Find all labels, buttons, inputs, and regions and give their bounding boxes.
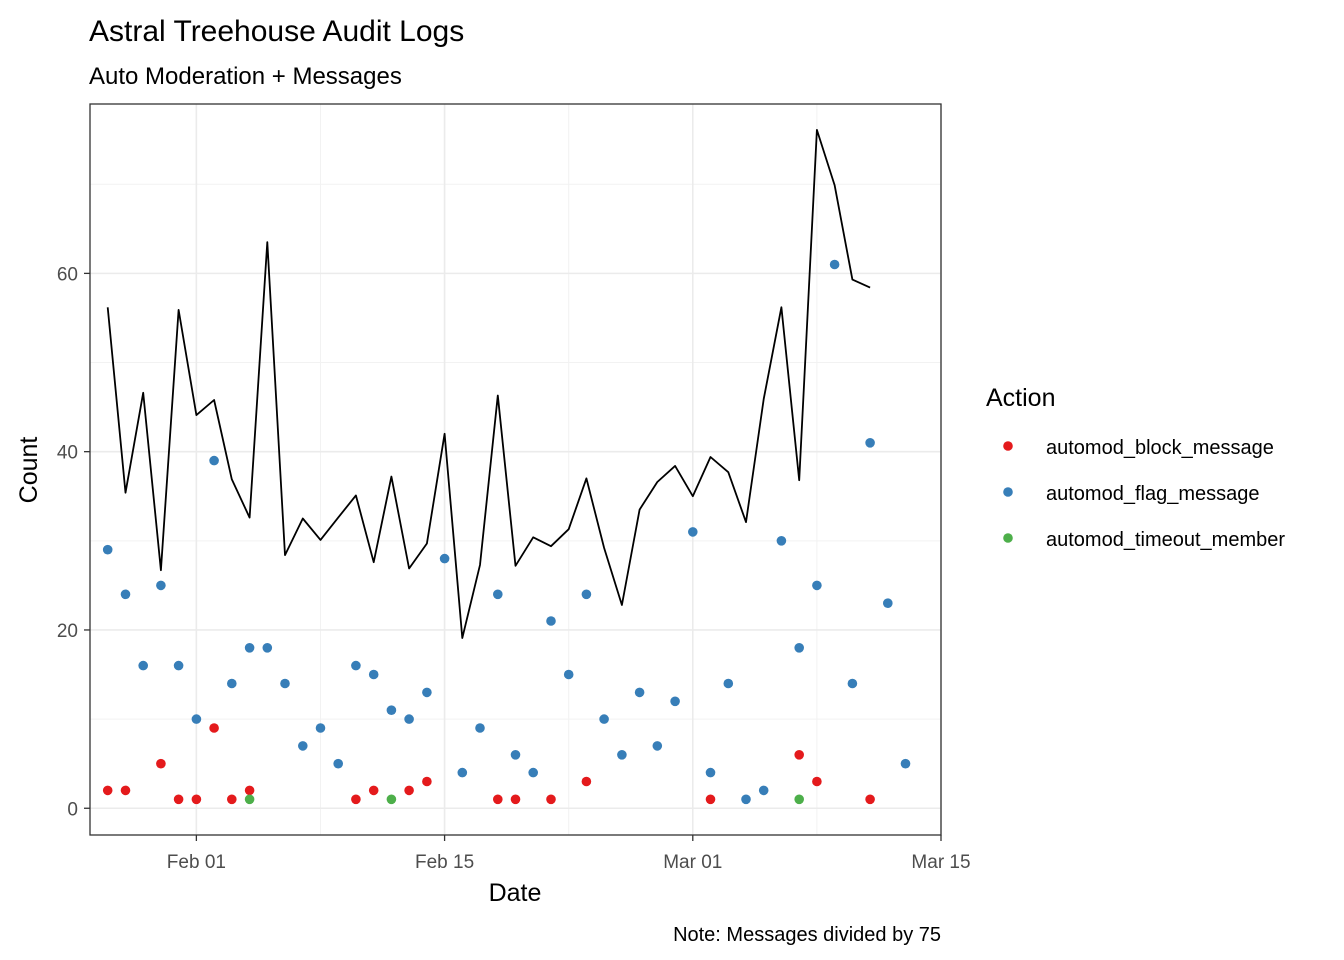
legend-title: Action bbox=[986, 384, 1055, 412]
y-tick-label: 40 bbox=[57, 443, 78, 464]
data-point-automod_flag_message bbox=[120, 589, 131, 600]
data-point-automod_flag_message bbox=[599, 714, 609, 724]
data-point-automod_timeout_member bbox=[794, 794, 804, 805]
data-point-automod_flag_message bbox=[368, 669, 379, 680]
legend-label-automod_block_message: automod_block_message bbox=[1046, 437, 1274, 459]
data-point-automod_flag_message bbox=[102, 544, 113, 555]
data-point-automod_flag_message bbox=[386, 705, 397, 715]
y-tick-label: 20 bbox=[57, 621, 78, 642]
data-point-automod_flag_message bbox=[705, 767, 716, 778]
data-point-automod_flag_message bbox=[563, 669, 574, 680]
x-tick-label: Feb 01 bbox=[167, 852, 226, 873]
data-point-automod_flag_message bbox=[209, 455, 219, 466]
x-axis: Feb 01 Feb 15 Mar 01 Mar 15 bbox=[167, 835, 971, 873]
data-point-automod_flag_message bbox=[829, 259, 840, 270]
data-point-automod_flag_message bbox=[439, 553, 450, 564]
data-point-automod_block_message bbox=[351, 794, 361, 805]
data-point-automod_flag_message bbox=[741, 794, 751, 805]
data-point-automod_block_message bbox=[404, 785, 414, 796]
data-point-automod_flag_message bbox=[546, 616, 556, 626]
data-point-automod_flag_message bbox=[776, 536, 787, 546]
data-point-automod_flag_message bbox=[422, 687, 432, 698]
data-point-automod_block_message bbox=[510, 794, 521, 805]
messages-line-layer bbox=[106, 129, 871, 639]
data-point-automod_flag_message bbox=[883, 598, 893, 608]
data-point-automod_block_message bbox=[865, 794, 875, 805]
data-point-automod_flag_message bbox=[493, 589, 503, 600]
data-point-automod_block_message bbox=[493, 794, 503, 805]
data-point-automod_block_message bbox=[422, 776, 432, 787]
data-point-automod_flag_message bbox=[794, 643, 804, 653]
data-point-automod_block_message bbox=[227, 794, 237, 805]
data-point-automod_flag_message bbox=[315, 723, 326, 733]
data-point-automod_block_message bbox=[705, 794, 716, 805]
data-point-automod_flag_message bbox=[280, 678, 290, 689]
data-point-automod_block_message bbox=[581, 776, 592, 787]
data-point-automod_flag_message bbox=[191, 714, 202, 724]
data-point-automod_flag_message bbox=[670, 696, 680, 707]
legend-label-automod_flag_message: automod_flag_message bbox=[1046, 483, 1259, 505]
data-point-automod_flag_message bbox=[652, 741, 663, 751]
data-point-automod_block_message bbox=[156, 758, 166, 769]
legend: Action automod_block_message automod_flag… bbox=[986, 384, 1285, 551]
data-point-automod_flag_message bbox=[865, 438, 875, 448]
data-point-automod_flag_message bbox=[510, 750, 521, 760]
messages-line bbox=[106, 129, 871, 639]
data-point-automod_block_message bbox=[794, 750, 804, 760]
data-point-automod_block_message bbox=[102, 785, 113, 796]
data-point-automod_flag_message bbox=[634, 687, 645, 698]
data-point-automod_flag_message bbox=[847, 678, 858, 689]
data-point-automod_flag_message bbox=[138, 660, 148, 671]
data-point-automod_flag_message bbox=[351, 660, 361, 671]
plot-panel-border bbox=[89, 103, 942, 836]
data-point-automod_flag_message bbox=[812, 580, 822, 591]
data-point-automod_flag_message bbox=[173, 660, 184, 671]
data-point-automod_block_message bbox=[173, 794, 184, 805]
data-point-automod_flag_message bbox=[156, 580, 166, 591]
points-layer bbox=[102, 259, 911, 805]
data-point-automod_flag_message bbox=[581, 589, 592, 600]
data-point-automod_block_message bbox=[812, 776, 822, 787]
data-point-automod_flag_message bbox=[333, 758, 344, 769]
chart-subtitle: Auto Moderation + Messages bbox=[89, 63, 402, 90]
data-point-automod_block_message bbox=[209, 723, 219, 733]
x-tick-label: Mar 15 bbox=[911, 852, 970, 873]
data-point-automod_flag_message bbox=[723, 678, 734, 689]
data-point-automod_flag_message bbox=[688, 527, 698, 537]
chart-caption: Note: Messages divided by 75 bbox=[673, 924, 941, 946]
data-point-automod_flag_message bbox=[262, 643, 273, 653]
data-point-automod_block_message bbox=[368, 785, 379, 796]
data-point-automod_flag_message bbox=[528, 767, 538, 778]
y-tick-label: 0 bbox=[67, 799, 78, 820]
data-point-automod_flag_message bbox=[457, 767, 468, 778]
y-axis: 0 20 40 60 bbox=[57, 264, 90, 820]
minor-gridlines bbox=[90, 104, 941, 835]
data-point-automod_flag_message bbox=[298, 741, 308, 751]
data-point-automod_block_message bbox=[244, 785, 255, 796]
data-point-automod_block_message bbox=[191, 794, 202, 805]
legend-label-automod_timeout_member: automod_timeout_member bbox=[1046, 529, 1285, 551]
legend-key-automod_timeout_member bbox=[1003, 533, 1013, 543]
data-point-automod_block_message bbox=[120, 785, 131, 796]
legend-key-automod_block_message bbox=[1003, 441, 1013, 451]
data-point-automod_flag_message bbox=[475, 723, 485, 733]
data-point-automod_flag_message bbox=[244, 643, 255, 653]
x-axis-title: Date bbox=[489, 879, 542, 907]
data-point-automod_timeout_member bbox=[386, 794, 397, 805]
data-point-automod_flag_message bbox=[404, 714, 414, 724]
data-point-automod_block_message bbox=[546, 794, 556, 805]
x-tick-label: Mar 01 bbox=[663, 852, 722, 873]
data-point-automod_timeout_member bbox=[244, 794, 255, 805]
data-point-automod_flag_message bbox=[227, 678, 237, 689]
legend-key-automod_flag_message bbox=[1003, 487, 1013, 497]
data-point-automod_flag_message bbox=[758, 785, 769, 796]
legend-items: automod_block_message automod_flag_messag… bbox=[1003, 437, 1285, 551]
data-point-automod_flag_message bbox=[900, 758, 911, 769]
chart-title: Astral Treehouse Audit Logs bbox=[89, 15, 464, 48]
y-axis-title: Count bbox=[15, 437, 43, 504]
x-tick-label: Feb 15 bbox=[415, 852, 474, 873]
data-point-automod_flag_message bbox=[617, 750, 627, 760]
y-tick-label: 60 bbox=[57, 264, 78, 285]
